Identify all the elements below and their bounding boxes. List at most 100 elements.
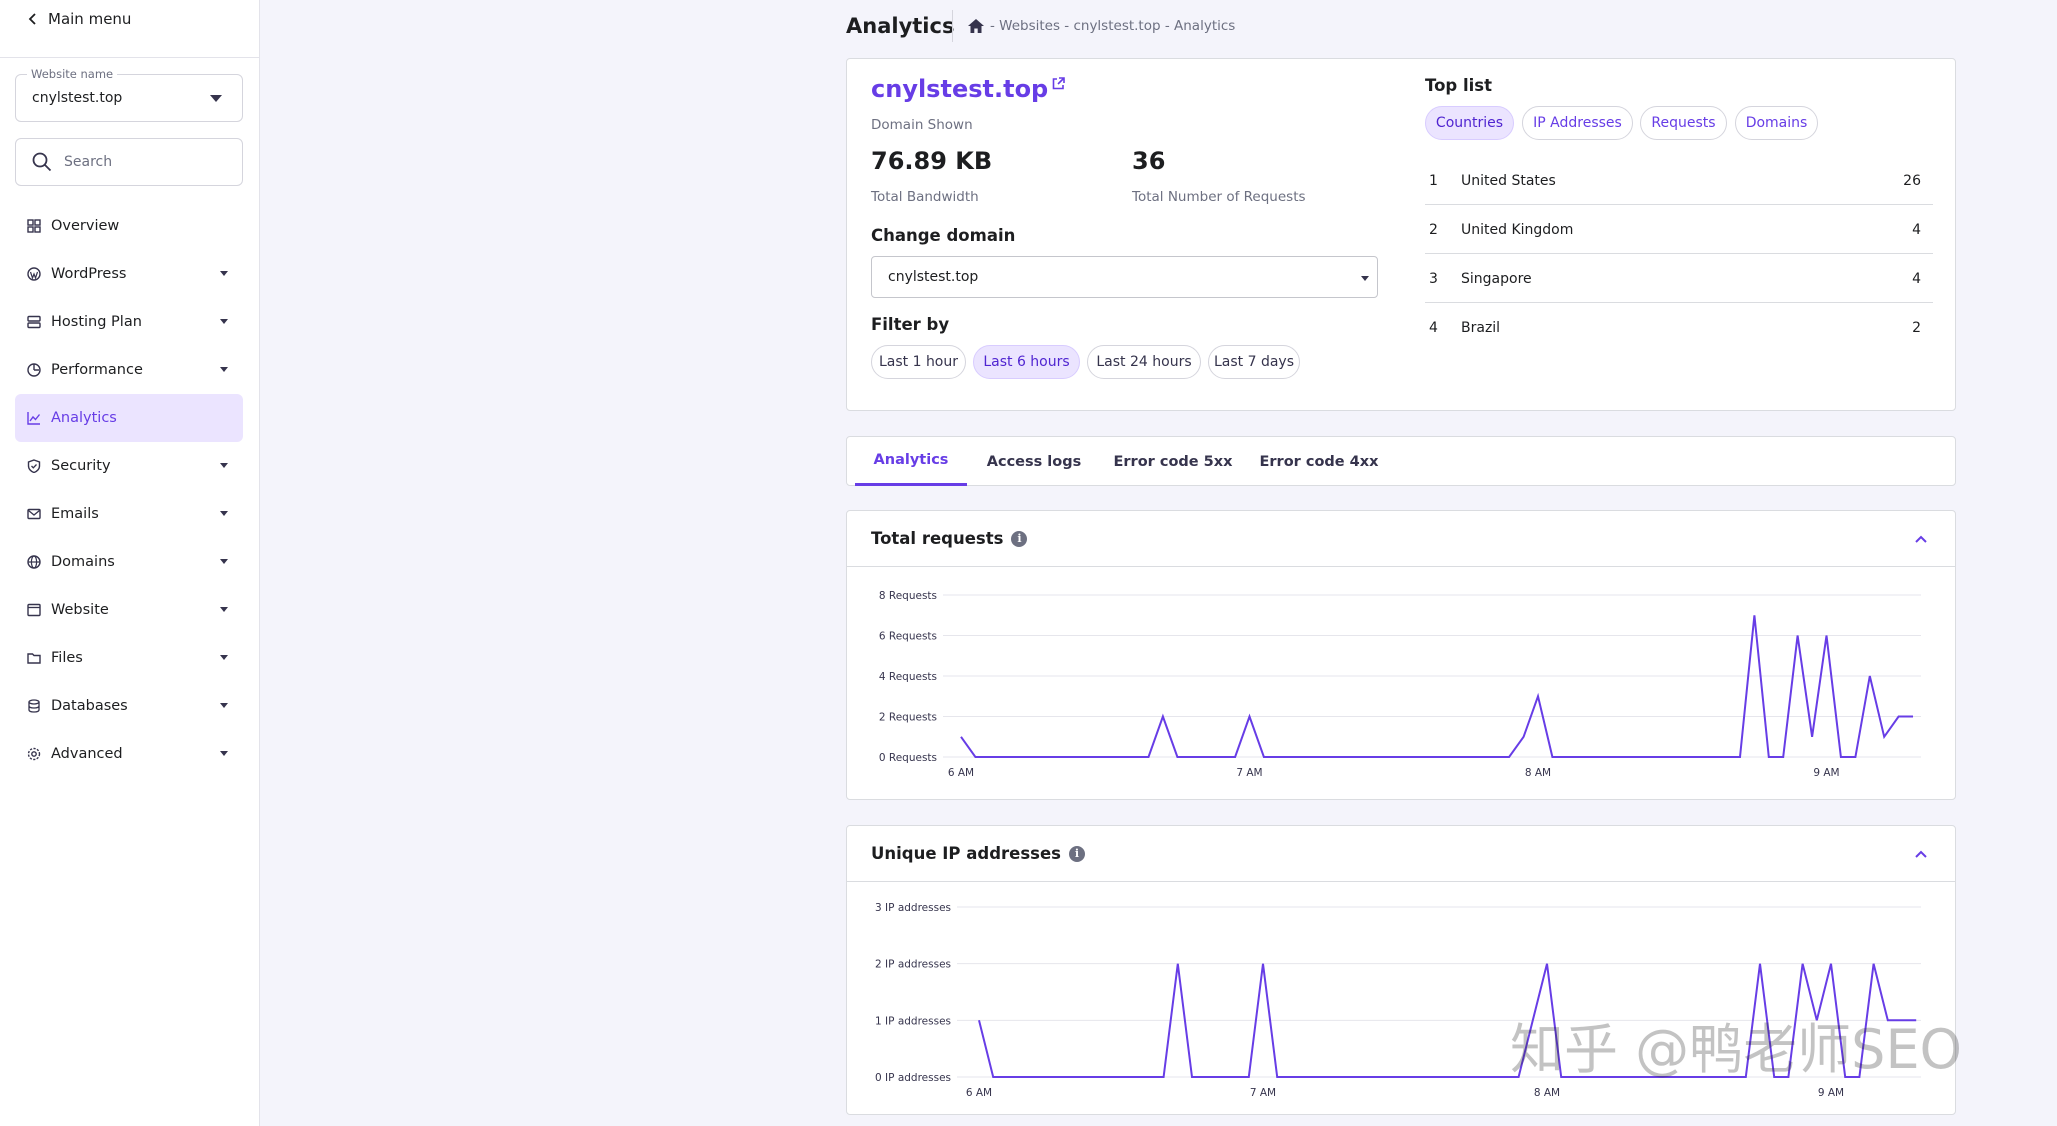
top-list-count: 4 <box>1912 222 1921 238</box>
sidebar-item-analytics[interactable]: Analytics <box>15 394 243 442</box>
caret-down-icon <box>220 271 228 276</box>
sidebar-item-label: Emails <box>51 506 99 522</box>
sidebar-item-emails[interactable]: Emails <box>15 490 243 538</box>
change-domain-label: Change domain <box>871 226 1016 245</box>
sidebar-item-advanced[interactable]: Advanced <box>15 730 243 778</box>
tab-error-4xx[interactable]: Error code 4xx <box>1259 453 1379 470</box>
website-name-value: cnylstest.top <box>32 90 123 106</box>
toplist-tab[interactable]: Domains <box>1735 106 1818 140</box>
main-menu-link[interactable]: Main menu <box>28 8 131 30</box>
sidebar-item-wordpress[interactable]: WordPress <box>15 250 243 298</box>
x-tick-label: 8 AM <box>1534 1087 1560 1099</box>
wordpress-icon <box>27 267 41 281</box>
sidebar-item-performance[interactable]: Performance <box>15 346 243 394</box>
y-tick-label: 0 IP addresses <box>875 1072 951 1084</box>
top-list-name: United States <box>1461 173 1556 189</box>
y-tick-label: 2 Requests <box>879 712 937 724</box>
sidebar-item-label: Performance <box>51 362 143 378</box>
sidebar-item-label: Databases <box>51 698 128 714</box>
caret-down-icon <box>1361 276 1369 281</box>
sidebar-item-label: Advanced <box>51 746 123 762</box>
tab-error-5xx[interactable]: Error code 5xx <box>1113 453 1233 470</box>
chevron-left-icon <box>28 13 36 25</box>
chart-title: Unique IP addresses i <box>871 844 1086 863</box>
sidebar-item-label: Files <box>51 650 83 666</box>
tab-analytics[interactable]: Analytics <box>855 437 967 486</box>
sidebar-item-label: Hosting Plan <box>51 314 142 330</box>
sidebar-divider <box>0 57 259 58</box>
caret-down-icon <box>220 607 228 612</box>
y-tick-label: 4 Requests <box>879 671 937 683</box>
top-list-row: 1 United States 26 <box>1425 156 1933 205</box>
top-list-rank: 2 <box>1429 222 1438 238</box>
filter-chip[interactable]: Last 7 days <box>1208 345 1300 379</box>
filter-chip[interactable]: Last 24 hours <box>1087 345 1201 379</box>
search-box[interactable] <box>15 138 243 186</box>
sidebar-item-domains[interactable]: Domains <box>15 538 243 586</box>
caret-down-icon <box>220 511 228 516</box>
website-name-label: Website name <box>27 67 118 81</box>
y-tick-label: 2 IP addresses <box>875 959 951 971</box>
sidebar-item-website[interactable]: Website <box>15 586 243 634</box>
website-name-select[interactable]: Website name cnylstest.top <box>15 67 243 122</box>
top-list-row: 3 Singapore 4 <box>1425 254 1933 303</box>
search-input[interactable] <box>64 154 214 170</box>
top-list-row: 4 Brazil 2 <box>1425 303 1933 352</box>
caret-down-icon <box>220 463 228 468</box>
chart-title: Total requests i <box>871 529 1028 548</box>
search-icon <box>32 152 52 172</box>
caret-down-icon <box>220 751 228 756</box>
toplist-tab[interactable]: Countries <box>1425 106 1514 140</box>
top-list-count: 26 <box>1903 173 1921 189</box>
tab-access-logs[interactable]: Access logs <box>986 453 1082 470</box>
sidebar-item-files[interactable]: Files <box>15 634 243 682</box>
breadcrumb: - Websites - cnylstest.top - Analytics <box>968 16 1235 36</box>
external-link-icon[interactable] <box>1052 77 1066 90</box>
info-icon[interactable]: i <box>1069 845 1086 862</box>
bandwidth-label: Total Bandwidth <box>871 189 979 205</box>
y-tick-label: 6 Requests <box>879 631 937 643</box>
home-icon[interactable] <box>968 19 984 33</box>
page-title: Analytics <box>846 14 955 38</box>
caret-down-icon <box>220 703 228 708</box>
x-tick-label: 7 AM <box>1250 1087 1276 1099</box>
sidebar-item-label: Domains <box>51 554 115 570</box>
filter-chip[interactable]: Last 6 hours <box>973 345 1080 379</box>
filter-by-label: Filter by <box>871 315 950 334</box>
sidebar-item-label: Analytics <box>51 410 117 426</box>
top-list-rank: 1 <box>1429 173 1438 189</box>
top-list-rank: 3 <box>1429 271 1438 287</box>
toplist-tab[interactable]: IP Addresses <box>1522 106 1633 140</box>
grid-icon <box>27 219 41 233</box>
sidebar-item-databases[interactable]: Databases <box>15 682 243 730</box>
change-domain-select[interactable]: cnylstest.top <box>871 256 1378 298</box>
domain-shown-label: Domain Shown <box>871 117 973 133</box>
x-tick-label: 9 AM <box>1813 767 1839 779</box>
series-line <box>960 615 1913 758</box>
filter-chip[interactable]: Last 1 hour <box>871 345 966 379</box>
chevron-up-icon[interactable] <box>1911 844 1931 864</box>
info-icon[interactable]: i <box>1011 530 1028 547</box>
sidebar-item-label: Website <box>51 602 109 618</box>
x-tick-label: 6 AM <box>948 767 974 779</box>
sidebar-item-hosting-plan[interactable]: Hosting Plan <box>15 298 243 346</box>
gear-icon <box>27 747 41 761</box>
unique-ip-title: Unique IP addresses <box>871 844 1062 863</box>
total-requests-card: Total requests i 0 Requests 2 Requests 4 R… <box>846 510 1956 800</box>
top-list-count: 2 <box>1912 320 1921 336</box>
chevron-up-icon[interactable] <box>1911 529 1931 549</box>
top-list-name: Singapore <box>1461 271 1532 287</box>
breadcrumb-text[interactable]: - Websites - cnylstest.top - Analytics <box>990 18 1236 34</box>
y-tick-label: 8 Requests <box>879 590 937 602</box>
domain-title[interactable]: cnylstest.top <box>871 75 1066 103</box>
toplist-tab[interactable]: Requests <box>1640 106 1727 140</box>
sidebar-item-overview[interactable]: Overview <box>15 202 243 250</box>
server-icon <box>27 315 41 329</box>
caret-down-icon <box>210 95 222 102</box>
x-tick-label: 7 AM <box>1236 767 1262 779</box>
total-requests-title: Total requests <box>871 529 1004 548</box>
sidebar-item-label: Security <box>51 458 111 474</box>
caret-down-icon <box>220 655 228 660</box>
domain-title-text[interactable]: cnylstest.top <box>871 75 1049 103</box>
sidebar-item-security[interactable]: Security <box>15 442 243 490</box>
